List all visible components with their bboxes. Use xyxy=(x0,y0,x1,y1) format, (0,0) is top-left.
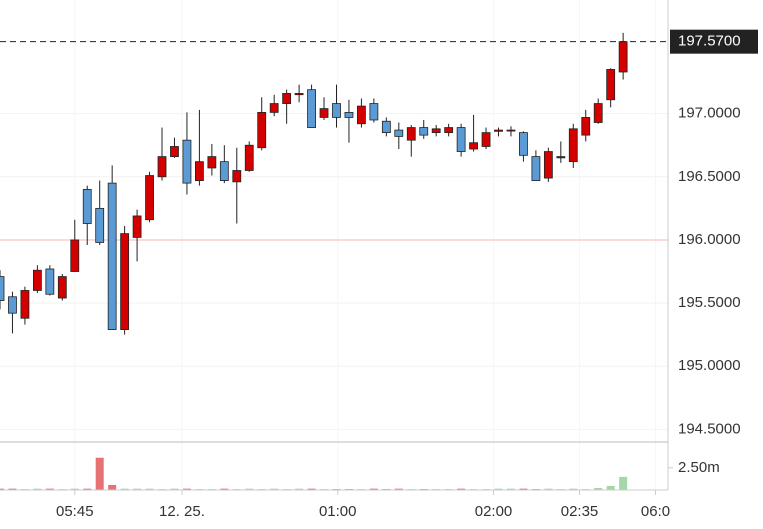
volume-bar xyxy=(606,486,615,490)
candle-body xyxy=(419,127,429,136)
candle-body xyxy=(0,276,5,301)
candle-body xyxy=(618,41,628,73)
volume-bar xyxy=(619,476,628,490)
candle-body xyxy=(307,89,316,128)
volume-bar xyxy=(394,488,403,490)
candle-body xyxy=(207,156,217,169)
y-tick-label: 196.0000 xyxy=(678,231,741,248)
candle-body xyxy=(344,111,354,118)
x-tick-label: 02:00 xyxy=(475,503,513,520)
grid xyxy=(0,113,673,495)
volume-bar xyxy=(0,488,4,490)
volume-bar xyxy=(133,488,142,490)
volume-bar xyxy=(108,484,117,490)
candle-body xyxy=(120,233,130,331)
volume-bar xyxy=(120,488,129,490)
candle-body xyxy=(381,120,391,133)
candle-body xyxy=(32,269,42,291)
x-tick-label: 06:0 xyxy=(641,503,670,520)
candle-body xyxy=(107,182,117,331)
candle-body xyxy=(357,105,366,125)
candle-body xyxy=(182,139,192,184)
candle-body xyxy=(406,127,416,141)
volume-bar xyxy=(544,488,553,490)
volume-bar xyxy=(457,488,466,490)
candle-body xyxy=(319,108,329,118)
x-tick-label: 12. 25. xyxy=(159,503,205,520)
volume-bar xyxy=(594,487,603,490)
volume-bar xyxy=(519,488,528,490)
candle-body xyxy=(469,142,478,150)
candle-body xyxy=(157,156,167,178)
volume-bar xyxy=(170,488,179,490)
candle-body xyxy=(219,161,229,181)
volume-bar xyxy=(83,488,92,490)
volume-bar xyxy=(33,488,42,490)
volume-bar xyxy=(270,488,279,490)
volume-bar xyxy=(245,488,254,490)
candle-body xyxy=(394,129,404,137)
candle-body xyxy=(282,93,292,104)
candle-body xyxy=(481,132,491,147)
candle-body xyxy=(593,103,603,123)
volume-tick-label: 2.50m xyxy=(678,459,720,476)
candle-body xyxy=(556,156,566,159)
volume-bar xyxy=(8,488,17,490)
last-price-label: 197.5700 xyxy=(678,33,741,50)
volume-bar xyxy=(220,488,229,490)
candle-body xyxy=(45,268,55,295)
volume-bar xyxy=(70,488,79,490)
candle-body xyxy=(145,175,154,221)
volume-bar xyxy=(494,488,503,490)
candle-body xyxy=(195,161,204,181)
plot-area xyxy=(0,32,668,490)
axis-labels: 194.5000 195.0000 195.5000 196.0000 196.5000… xyxy=(56,29,758,520)
volume-bar xyxy=(307,488,316,490)
volume-bar xyxy=(506,488,515,490)
candle-body xyxy=(132,215,142,238)
x-tick-label: 05:45 xyxy=(56,503,94,520)
y-tick-label: 195.0000 xyxy=(678,357,741,374)
candle-body xyxy=(232,170,242,183)
candle-body xyxy=(543,151,553,179)
candle-body xyxy=(581,117,591,136)
volume-bar xyxy=(145,488,154,490)
x-tick-label: 02:35 xyxy=(561,503,599,520)
y-tick-label: 197.0000 xyxy=(678,105,741,122)
candle-body xyxy=(294,93,304,96)
candle-body xyxy=(257,111,267,149)
volume-bar xyxy=(182,488,191,490)
candle-body xyxy=(20,290,30,319)
candle-body xyxy=(494,129,503,132)
candle-body xyxy=(531,156,541,181)
candle-body xyxy=(8,296,17,314)
candle-body xyxy=(82,189,92,224)
volume-bar xyxy=(295,488,304,490)
candle-body xyxy=(519,132,528,156)
last-price-box xyxy=(670,29,758,54)
candle-body xyxy=(244,144,254,171)
candle-body xyxy=(369,103,379,121)
candle-body xyxy=(170,146,179,157)
candle-body xyxy=(506,129,516,132)
candle-body xyxy=(57,276,67,299)
candle-body xyxy=(606,69,616,101)
candle-body xyxy=(70,239,80,272)
candle-body xyxy=(269,103,279,113)
candle-body xyxy=(444,127,454,133)
x-tick-label: 01:00 xyxy=(319,503,357,520)
y-tick-label: 196.5000 xyxy=(678,168,741,185)
volume-bar xyxy=(569,488,578,490)
y-tick-label: 195.5000 xyxy=(678,294,741,311)
candle-body xyxy=(456,127,466,152)
volume-bar xyxy=(45,488,54,490)
y-tick-label: 194.5000 xyxy=(678,420,741,437)
candle-body xyxy=(568,128,578,163)
volume-bar xyxy=(95,457,104,490)
candle-body xyxy=(332,103,341,118)
volume-bar xyxy=(369,488,378,490)
candle-body xyxy=(431,128,441,134)
candle-body xyxy=(95,207,105,243)
